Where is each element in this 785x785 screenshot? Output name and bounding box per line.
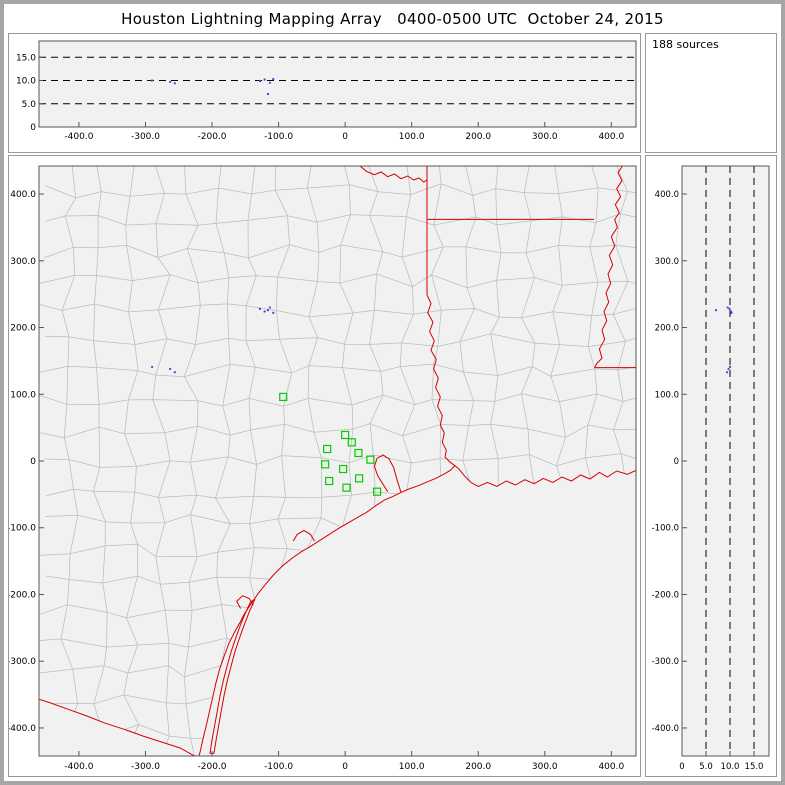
svg-text:100.0: 100.0: [399, 132, 425, 142]
svg-text:-400.0: -400.0: [9, 724, 36, 734]
svg-text:200.0: 200.0: [465, 132, 491, 142]
svg-text:-300.0: -300.0: [9, 657, 36, 667]
sources-count-panel: 188 sources: [645, 33, 777, 153]
svg-text:5.0: 5.0: [699, 762, 713, 772]
svg-text:-400.0: -400.0: [652, 724, 679, 734]
svg-text:0: 0: [674, 457, 679, 467]
svg-text:-200.0: -200.0: [198, 762, 227, 772]
station-markers: [279, 392, 382, 496]
svg-text:300.0: 300.0: [532, 132, 558, 142]
svg-text:10.0: 10.0: [16, 77, 36, 87]
svg-text:400.0: 400.0: [10, 190, 36, 200]
plan-view-map-panel: -400.0 -300.0 -200.0 -100.0 0 100.0 200.0 300.0…: [8, 155, 641, 777]
svg-text:-300.0: -300.0: [131, 132, 160, 142]
svg-text:-200.0: -200.0: [652, 590, 679, 600]
svg-text:-100.0: -100.0: [264, 762, 293, 772]
svg-text:100.0: 100.0: [655, 390, 679, 400]
state-borders-coastline: [39, 166, 636, 756]
altitude-ew-plot[interactable]: -400.0 -300.0 -200.0 -100.0 0 100.0 200.0 300.0…: [9, 34, 640, 152]
plan-view-map-plot[interactable]: -400.0 -300.0 -200.0 -100.0 0 100.0 200.0 300.0…: [9, 156, 640, 776]
svg-text:0: 0: [342, 762, 348, 772]
svg-text:200.0: 200.0: [655, 324, 679, 334]
svg-text:300.0: 300.0: [532, 762, 558, 772]
svg-text:-400.0: -400.0: [64, 762, 93, 772]
page-title: Houston Lightning Mapping Array 0400-050…: [121, 10, 664, 28]
svg-text:-400.0: -400.0: [64, 132, 93, 142]
svg-text:300.0: 300.0: [10, 257, 36, 267]
svg-text:0: 0: [30, 457, 36, 467]
svg-text:200.0: 200.0: [10, 324, 36, 334]
altitude-ns-plot[interactable]: 400.0 300.0 200.0 100.0 0 -100.0 -200.0 -300.0 -…: [646, 156, 776, 776]
svg-text:-200.0: -200.0: [198, 132, 227, 142]
svg-text:10.0: 10.0: [721, 762, 740, 772]
svg-text:15.0: 15.0: [16, 53, 36, 63]
svg-text:0: 0: [342, 132, 348, 142]
svg-text:-300.0: -300.0: [652, 657, 679, 667]
svg-text:-300.0: -300.0: [131, 762, 160, 772]
svg-text:200.0: 200.0: [465, 762, 491, 772]
altitude-ew-panel: -400.0 -300.0 -200.0 -100.0 0 100.0 200.0 300.0…: [8, 33, 641, 153]
svg-text:-200.0: -200.0: [9, 590, 36, 600]
svg-text:15.0: 15.0: [745, 762, 764, 772]
svg-text:400.0: 400.0: [655, 190, 679, 200]
svg-text:300.0: 300.0: [655, 257, 679, 267]
sources-count-label: 188 sources: [652, 38, 719, 51]
svg-text:0: 0: [679, 762, 684, 772]
svg-text:-100.0: -100.0: [264, 132, 293, 142]
altitude-ns-panel: 400.0 300.0 200.0 100.0 0 -100.0 -200.0 -300.0 -…: [645, 155, 777, 777]
svg-text:400.0: 400.0: [598, 132, 624, 142]
svg-text:0: 0: [30, 123, 36, 133]
svg-text:-100.0: -100.0: [9, 524, 36, 534]
svg-text:100.0: 100.0: [10, 390, 36, 400]
map-source-points: [151, 306, 275, 374]
svg-text:400.0: 400.0: [598, 762, 624, 772]
svg-text:-100.0: -100.0: [652, 524, 679, 534]
svg-text:5.0: 5.0: [22, 100, 37, 110]
svg-text:100.0: 100.0: [399, 762, 425, 772]
